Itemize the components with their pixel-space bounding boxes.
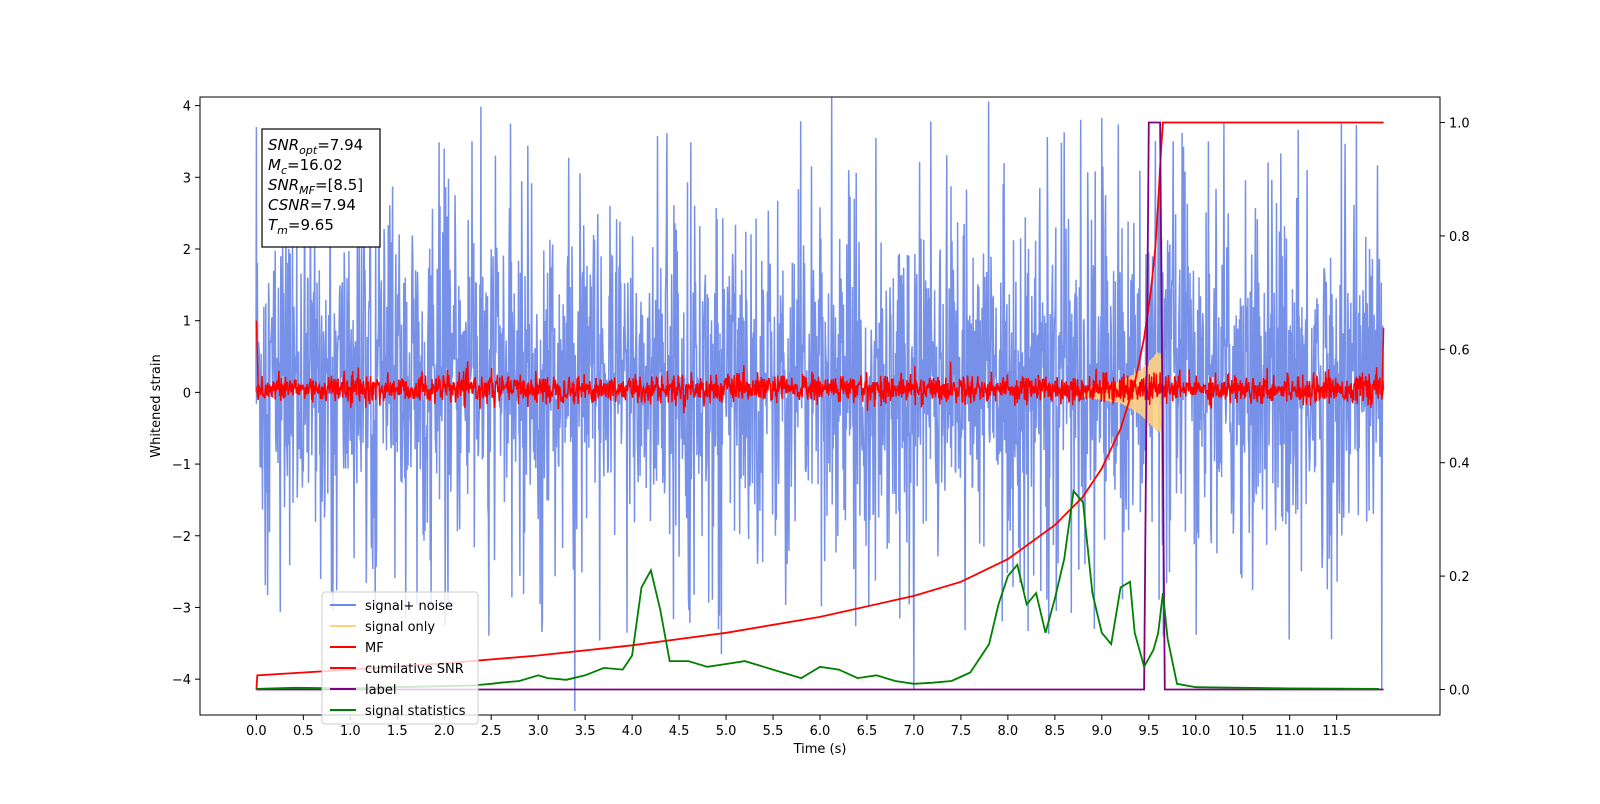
annotation-name-1: M	[268, 156, 281, 174]
y-axis-label: Whitened strain	[149, 354, 164, 457]
annotation-sub-4: m	[277, 224, 288, 237]
annotation-name-3: CSNR	[268, 196, 310, 214]
x-tick-label-10: 5.0	[716, 724, 737, 739]
series-line-0	[255, 97, 1385, 712]
x-tick-label-21: 10.5	[1228, 724, 1257, 739]
annotation-value-0: =7.94	[317, 136, 363, 154]
y2-tick-label-4: 0.2	[1449, 570, 1470, 585]
y-tick-label-4: 0	[183, 386, 191, 401]
x-tick-label-5: 2.5	[481, 724, 502, 739]
annotation-value-1: =16.02	[287, 156, 343, 174]
y-tick-label-6: −2	[172, 530, 191, 545]
y2-tick-label-3: 0.4	[1449, 457, 1470, 472]
x-axis-label: Time (s)	[793, 742, 847, 757]
annotation-line-0: SNRopt=7.94	[268, 136, 363, 157]
annotation-box	[261, 128, 381, 248]
series-line-4	[256, 121, 1384, 691]
y2-tick-label-1: 0.8	[1449, 230, 1470, 245]
y-tick-label-0: 4	[183, 100, 191, 115]
x-tick-label-4: 2.0	[434, 724, 455, 739]
annotation-name-2: SNR	[268, 176, 299, 194]
y-tick-label-5: −1	[172, 458, 191, 473]
y2-tick-label-2: 0.6	[1449, 343, 1470, 358]
x-tick-label-3: 1.5	[387, 724, 408, 739]
annotation-value-2: =[8.5]	[315, 176, 363, 194]
x-tick-label-18: 9.0	[1091, 724, 1112, 739]
x-tick-label-13: 6.5	[857, 724, 878, 739]
legend-label-1: signal only	[365, 620, 435, 635]
legend-label-2: MF	[365, 641, 384, 656]
x-tick-label-11: 5.5	[763, 724, 784, 739]
y2-tick-label-0: 1.0	[1449, 117, 1470, 132]
x-tick-label-14: 7.0	[904, 724, 925, 739]
y-tick-label-1: 3	[183, 171, 191, 186]
x-tick-label-6: 3.0	[528, 724, 549, 739]
annotation-value-3: =7.94	[310, 196, 356, 214]
y-tick-label-8: −4	[172, 673, 191, 688]
annotation-sub-2: MF	[299, 184, 315, 197]
x-tick-label-22: 11.0	[1275, 724, 1304, 739]
legend-label-0: signal+ noise	[365, 599, 453, 614]
y2-tick-label-5: 0.0	[1449, 683, 1470, 698]
x-tick-label-2: 1.0	[340, 724, 361, 739]
annotation-line-2: SNRMF=[8.5]	[268, 176, 363, 197]
x-tick-label-12: 6.0	[810, 724, 831, 739]
y-tick-label-7: −3	[172, 601, 191, 616]
x-tick-label-17: 8.5	[1045, 724, 1066, 739]
annotation-name-0: SNR	[268, 136, 299, 154]
y-tick-label-2: 2	[183, 243, 191, 258]
x-tick-label-9: 4.5	[669, 724, 690, 739]
x-tick-label-0: 0.0	[246, 724, 267, 739]
legend-label-5: signal statistics	[365, 704, 466, 719]
x-tick-label-1: 0.5	[293, 724, 314, 739]
annotation-sub-1: c	[281, 164, 287, 177]
x-tick-label-8: 4.0	[622, 724, 643, 739]
series-line-2	[255, 320, 1385, 414]
legend-box	[321, 591, 479, 725]
legend-label-4: label	[365, 683, 396, 698]
x-tick-label-7: 3.5	[575, 724, 596, 739]
series-line-3	[255, 121, 1384, 690]
annotation-line-3: CSNR=7.94	[268, 196, 356, 214]
series-line-5	[256, 488, 1379, 690]
x-tick-label-16: 8.0	[998, 724, 1019, 739]
annotation-value-4: =9.65	[288, 216, 334, 234]
annotation-name-4: T	[268, 216, 279, 234]
y-tick-label-3: 1	[183, 315, 191, 330]
x-tick-label-23: 11.5	[1322, 724, 1351, 739]
legend-label-3: cumilative SNR	[365, 662, 464, 677]
x-tick-label-20: 10.0	[1181, 724, 1210, 739]
x-tick-label-15: 7.5	[951, 724, 972, 739]
annotation-sub-0: opt	[299, 144, 318, 157]
annotation-line-1: Mc=16.02	[268, 156, 343, 177]
annotation-line-4: Tm=9.65	[268, 216, 334, 237]
x-tick-label-19: 9.5	[1138, 724, 1159, 739]
